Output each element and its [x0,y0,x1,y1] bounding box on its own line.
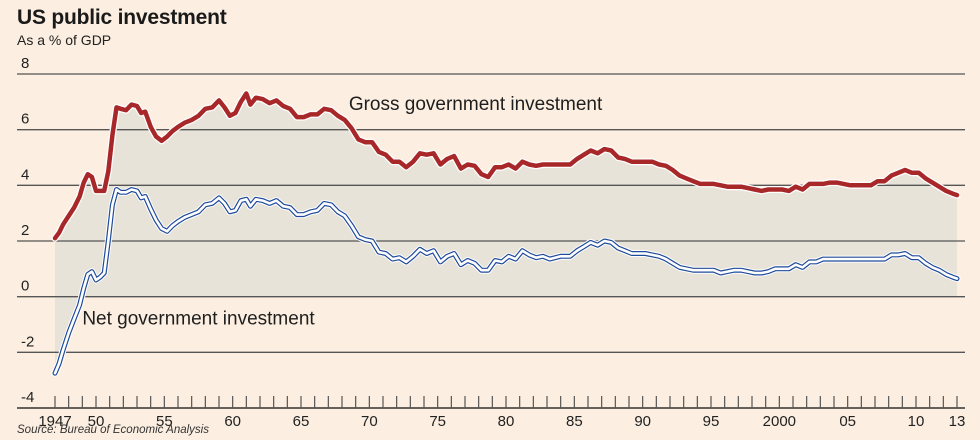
y-tick-label: 6 [21,111,29,128]
fill-under-net [55,189,957,297]
x-tick-label: 10 [908,413,925,430]
x-tick-label: 55 [156,413,173,430]
x-tick-label: 05 [839,413,856,430]
x-tick-label: 95 [703,413,720,430]
x-tick-label: 90 [634,413,651,430]
x-tick-label: 70 [361,413,378,430]
y-tick-label: 4 [21,166,29,183]
x-tick-label: 75 [429,413,446,430]
gross-line [52,91,960,241]
x-tick-label: 2000 [763,413,796,430]
x-tick-label: 13 [949,413,966,430]
gross-series-label: Gross government investment [349,94,603,115]
x-tick-label: 50 [88,413,105,430]
x-axis-ticks: 1947 50 55 60 65 70 75 80 85 90 95 2000 05 10 13 [38,396,965,430]
chart-title: US public investment [17,6,227,29]
fill-between-series [55,93,957,374]
y-tick-label: 2 [21,222,29,239]
chart-subtitle: As a % of GDP [17,32,112,48]
y-tick-label: -2 [21,333,34,350]
y-tick-label: -4 [21,389,34,406]
fill-layer [55,93,957,374]
x-tick-label: 80 [498,413,515,430]
y-axis-ticks: 8 6 4 2 0 -2 -4 [21,55,34,406]
source-note: Source: Bureau of Economic Analysis [17,424,209,436]
net-series-label: Net government investment [82,309,315,330]
net-line [53,188,959,375]
x-tick-label: 85 [566,413,583,430]
series-lines [51,90,961,377]
x-tick-label: 65 [293,413,310,430]
x-tick-label: 60 [224,413,241,430]
x-tick-label: 1947 [38,413,71,430]
gridlines [17,73,965,409]
y-tick-label: 8 [21,55,29,72]
y-tick-label: 0 [21,278,29,295]
annotations: Gross government investment Net governmen… [82,94,603,329]
